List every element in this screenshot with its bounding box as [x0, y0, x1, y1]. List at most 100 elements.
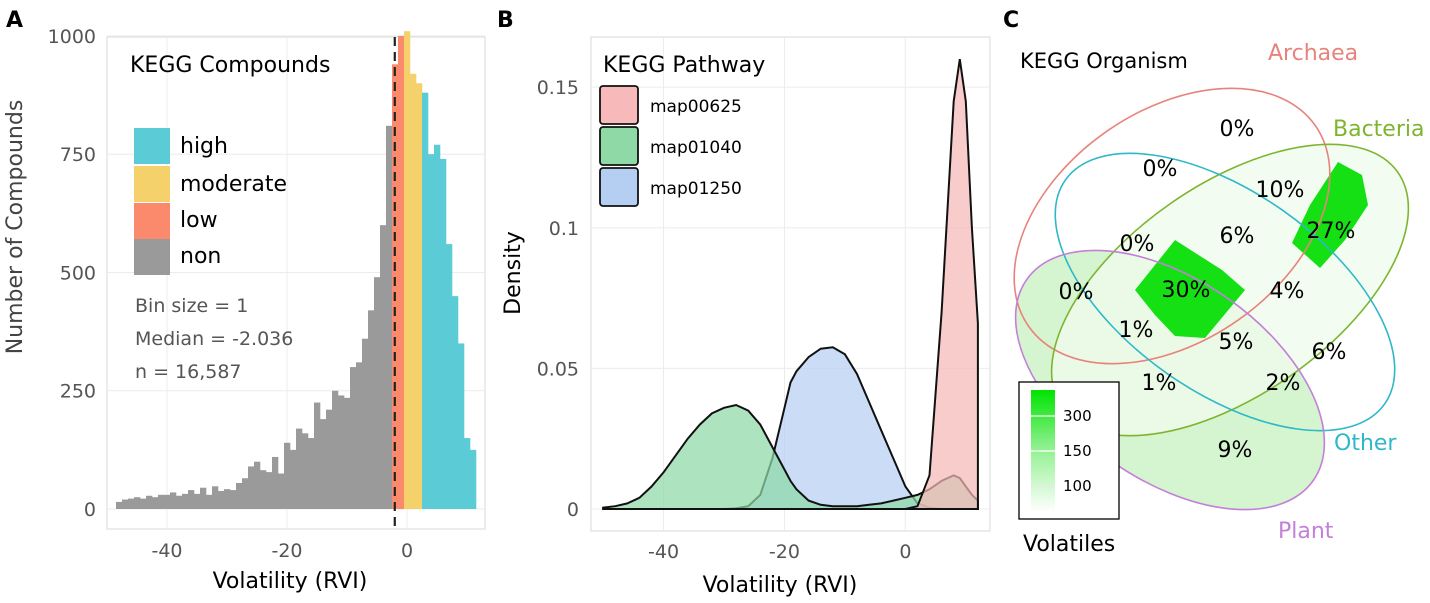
histogram-bar	[128, 498, 135, 509]
histogram-bar	[344, 397, 351, 509]
histogram-bar	[140, 498, 147, 509]
histogram-bar	[170, 492, 177, 509]
histogram-bar	[350, 367, 357, 509]
colorbar-label-100: 100	[1063, 477, 1092, 495]
histogram-bar	[446, 244, 453, 510]
panel-label-a: A	[6, 8, 23, 33]
histogram-bar	[182, 493, 189, 509]
histogram-bar	[338, 395, 345, 509]
panel-a-bars	[116, 31, 477, 510]
density-map00625	[603, 58, 979, 510]
region-archaea-other: 0%	[1143, 157, 1178, 182]
histogram-bar	[290, 449, 297, 509]
region-other-plant: 2%	[1266, 371, 1301, 396]
histogram-bar	[434, 144, 441, 509]
histogram-bar	[212, 486, 219, 509]
panel-a-title: KEGG Compounds	[130, 53, 330, 78]
histogram-bar	[440, 158, 447, 509]
histogram-bar	[374, 277, 381, 509]
panel-a-y-tick-label: 0	[84, 499, 96, 521]
panel-a-x-axis-label: Volatility (RVI)	[213, 569, 368, 594]
histogram-bar	[404, 31, 411, 509]
region-other-only: 6%	[1312, 340, 1347, 365]
region-archaea-only: 0%	[1220, 117, 1255, 142]
histogram-bar	[218, 491, 225, 509]
region-archaea-other-plant: 0%	[1120, 232, 1155, 257]
panel-label-c: C	[1003, 8, 1019, 33]
panel-b-y-axis-label: Density	[501, 231, 526, 315]
colorbar-label-150: 150	[1063, 442, 1092, 460]
histogram-bar	[428, 154, 435, 509]
panel-c: KEGG Organism Archaea Bacteria Other Pla…	[1013, 41, 1424, 557]
region-bacteria-other: 4%	[1270, 279, 1305, 304]
panel-a-y-axis-label: Number of Compounds	[3, 100, 28, 355]
histogram-bar	[188, 490, 195, 509]
histogram-bar	[464, 438, 471, 509]
panel-b-x-tick-label: -20	[769, 541, 800, 563]
histogram-bar	[368, 310, 375, 509]
histogram-bar	[152, 497, 159, 509]
panel-a-x-ticks: -40 -20 0	[151, 540, 413, 562]
panel-a-y-tick-label: 500	[60, 262, 96, 284]
histogram-bar	[206, 494, 213, 509]
histogram-bar	[410, 73, 417, 510]
histogram-bar	[176, 495, 183, 509]
legend-label-non: non	[180, 244, 221, 269]
histogram-bar	[146, 495, 153, 509]
histogram-bar	[158, 494, 165, 509]
histogram-bar	[458, 343, 465, 509]
panel-b-x-tick-label: -40	[648, 541, 679, 563]
set-label-bacteria: Bacteria	[1333, 117, 1424, 142]
archaea-ellipse	[1013, 87, 1331, 365]
histogram-bar	[194, 493, 201, 509]
histogram-bar	[122, 499, 129, 509]
histogram-bar	[380, 225, 387, 509]
panel-a-x-tick-label: 0	[401, 540, 413, 562]
legend-label-moderate: moderate	[180, 172, 287, 197]
panel-a-y-tick-label: 250	[60, 381, 96, 403]
panel-a-y-tick-label: 750	[60, 144, 96, 166]
histogram-bar	[164, 494, 171, 509]
histogram-bar	[302, 433, 309, 509]
panel-b-y-ticks: 0 0.05 0.1 0.15	[537, 77, 579, 521]
panel-b-legend: map00625 map01040 map01250	[599, 85, 742, 207]
region-plant-only: 9%	[1218, 438, 1253, 463]
set-label-other: Other	[1334, 431, 1397, 456]
histogram-bar	[248, 466, 255, 509]
histogram-bar	[470, 449, 477, 509]
legend-label-low: low	[180, 208, 218, 233]
histogram-bar	[242, 478, 249, 509]
region-archaea-bacteria: 10%	[1256, 178, 1305, 203]
histogram-bar	[356, 362, 363, 509]
histogram-bar	[266, 472, 273, 509]
region-bacteria-only: 27%	[1307, 219, 1356, 244]
panel-b-y-tick-label: 0.05	[537, 358, 579, 380]
histogram-bar	[422, 92, 429, 509]
legend-swatch-moderate	[134, 166, 170, 202]
region-archaea-bacteria-other: 6%	[1220, 224, 1255, 249]
histogram-bar	[200, 487, 207, 509]
histogram-bar	[332, 390, 339, 509]
panel-a-legend: high moderate low non	[134, 128, 287, 275]
region-archaea-plant: 1%	[1119, 318, 1154, 343]
region-plant-only-archaea: 0%	[1059, 280, 1094, 305]
legend-swatch-high	[134, 128, 170, 164]
legend-swatch-map00625	[599, 85, 639, 125]
panel-b-x-ticks: -40 -20 0	[648, 541, 911, 563]
histogram-bar	[230, 490, 237, 509]
panel-label-b: B	[497, 8, 514, 33]
histogram-bar	[320, 419, 327, 509]
histogram-bar	[278, 473, 285, 509]
histogram-bar	[254, 461, 261, 509]
histogram-bar	[272, 456, 279, 509]
panel-a: 0 250 500 750 1000 -40 -20 0 KEGG Compounds hi…	[3, 26, 486, 594]
legend-swatch-map01250	[599, 167, 639, 207]
legend-swatch-non	[134, 239, 170, 275]
panel-a-x-tick-label: -20	[271, 540, 302, 562]
histogram-bar	[308, 438, 315, 509]
legend-swatch-low	[134, 203, 170, 239]
legend-label-map01250: map01250	[650, 179, 742, 199]
set-label-plant: Plant	[1278, 519, 1334, 544]
legend-swatch-map01040	[599, 126, 639, 166]
